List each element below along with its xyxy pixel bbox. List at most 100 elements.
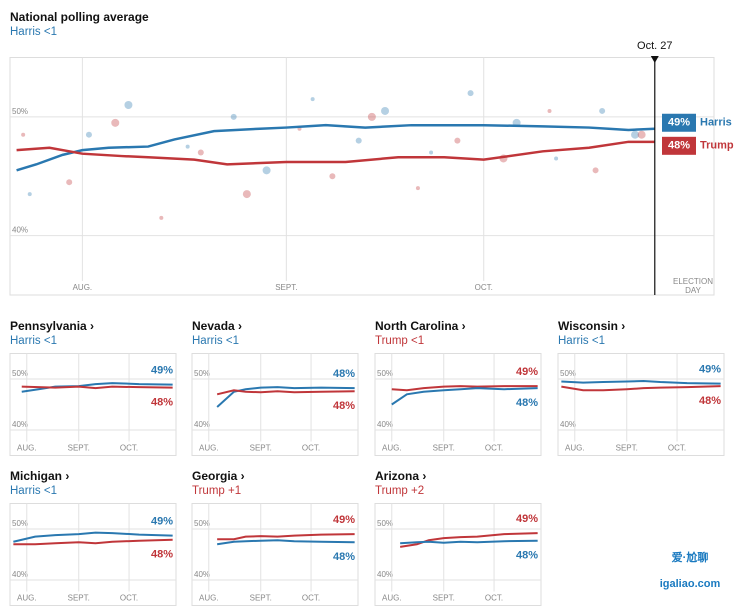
- poll-dot: [454, 137, 461, 144]
- y-tick-label: 40%: [377, 420, 393, 429]
- poll-dot: [554, 156, 559, 161]
- y-tick-label: 40%: [194, 420, 210, 429]
- x-tick-label: OCT.: [302, 594, 320, 603]
- poll-dot: [66, 179, 73, 186]
- x-tick-label: AUG.: [73, 283, 93, 292]
- poll-dot: [631, 130, 640, 139]
- x-tick-label: AUG.: [382, 594, 402, 603]
- end-label: 48%: [333, 368, 355, 380]
- series-line: [13, 538, 173, 546]
- chart-title: Nevada ›: [192, 319, 242, 333]
- poll-dot: [592, 167, 599, 174]
- chart-title: Arizona ›: [375, 469, 426, 483]
- end-label-box: [662, 113, 696, 132]
- plot-frame: [374, 353, 542, 456]
- end-label: 49%: [516, 513, 538, 525]
- y-tick-label: 40%: [194, 570, 210, 579]
- x-tick-label: SEPT.: [433, 594, 455, 603]
- x-tick-label: OCT.: [120, 594, 138, 603]
- y-tick-label: 50%: [377, 369, 393, 378]
- chart-subtitle: Harris <1: [558, 335, 605, 347]
- series-line: [13, 531, 173, 543]
- end-label: 48%: [516, 397, 538, 409]
- plot-frame: [9, 57, 715, 296]
- legend-label: Harris: [700, 117, 732, 129]
- end-label: 49%: [668, 117, 690, 129]
- y-tick-label: 50%: [194, 369, 210, 378]
- poll-dot: [599, 107, 606, 114]
- x-tick-label: AUG.: [199, 594, 219, 603]
- end-label: 48%: [333, 400, 355, 412]
- legend-label: Trump: [700, 140, 734, 152]
- poll-dot: [111, 118, 120, 127]
- end-label: 48%: [151, 549, 173, 561]
- end-label: 48%: [333, 551, 355, 563]
- series-line: [217, 533, 355, 541]
- x-tick-label: OCT.: [302, 444, 320, 453]
- x-tick-label: SEPT.: [250, 444, 272, 453]
- poll-dot: [637, 130, 646, 139]
- plot-frame: [191, 353, 359, 456]
- end-label: 49%: [333, 514, 355, 526]
- poll-dot: [547, 108, 552, 113]
- x-tick-label: OCT.: [475, 283, 493, 292]
- series-line: [16, 140, 655, 166]
- poll-dot: [329, 173, 336, 180]
- chart-subtitle: Harris <1: [10, 26, 57, 38]
- series-line: [400, 539, 538, 545]
- poll-dot: [230, 113, 237, 120]
- series-line: [16, 123, 655, 172]
- end-label: 48%: [668, 140, 690, 152]
- y-tick-label: 50%: [377, 519, 393, 528]
- poll-dot: [310, 97, 315, 102]
- x-tick-label: AUG.: [17, 594, 37, 603]
- y-tick-label: 50%: [12, 369, 28, 378]
- y-tick-label: 40%: [560, 420, 576, 429]
- end-label: 48%: [151, 397, 173, 409]
- chart-title: Michigan ›: [10, 469, 69, 483]
- chart-subtitle: Trump +1: [192, 485, 241, 497]
- x-tick-label: SEPT.: [250, 594, 272, 603]
- x-tick-label: SEPT.: [275, 283, 297, 292]
- x-tick-label: SEPT.: [616, 444, 638, 453]
- poll-dot: [467, 90, 474, 97]
- chart-title: Wisconsin ›: [558, 319, 625, 333]
- series-line: [216, 389, 355, 396]
- end-label-box: [662, 136, 696, 155]
- poll-dot: [242, 190, 251, 199]
- poll-dot: [415, 186, 420, 191]
- series-line: [400, 532, 538, 548]
- end-label: 48%: [516, 550, 538, 562]
- poll-dot: [429, 150, 434, 155]
- x-tick-label: AUG.: [565, 444, 585, 453]
- watermark-text: 爱·尬聊: [672, 550, 709, 564]
- x-tick-label: SEPT.: [68, 444, 90, 453]
- x-tick-label: AUG.: [382, 444, 402, 453]
- poll-dot: [262, 166, 271, 175]
- x-tick-label: OCT.: [485, 444, 503, 453]
- y-tick-label: 40%: [377, 570, 393, 579]
- chart-subtitle: Harris <1: [10, 335, 57, 347]
- plot-frame: [191, 503, 359, 606]
- plot-frame: [557, 353, 725, 456]
- chart-title: National polling average: [10, 10, 149, 24]
- poll-dot: [159, 215, 164, 220]
- poll-dot: [197, 149, 204, 156]
- plot-frame: [9, 353, 177, 456]
- election-label: ELECTION: [673, 277, 713, 286]
- chart-subtitle: Trump <1: [375, 335, 424, 347]
- plot-frame: [374, 503, 542, 606]
- chart-subtitle: Harris <1: [10, 485, 57, 497]
- x-tick-label: OCT.: [668, 444, 686, 453]
- x-tick-label: SEPT.: [433, 444, 455, 453]
- end-label: 48%: [699, 395, 721, 407]
- series-line: [21, 382, 173, 393]
- y-tick-label: 50%: [560, 369, 576, 378]
- chart-title: Georgia ›: [192, 469, 245, 483]
- poll-dot: [21, 132, 26, 137]
- poll-dot: [85, 131, 92, 138]
- series-line: [561, 380, 721, 385]
- poll-dot: [367, 112, 376, 121]
- poll-dot: [381, 106, 390, 115]
- y-tick-label: 40%: [12, 420, 28, 429]
